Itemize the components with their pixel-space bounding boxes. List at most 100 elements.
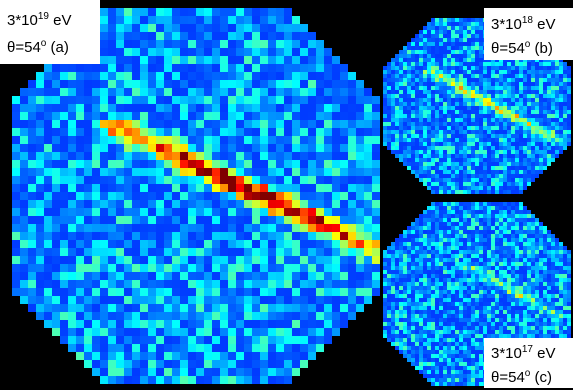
pixel — [439, 318, 443, 322]
pixel — [196, 192, 204, 200]
pixel — [523, 278, 527, 282]
pixel — [36, 176, 44, 184]
pixel — [471, 70, 475, 74]
pixel — [220, 288, 228, 296]
pixel — [483, 118, 487, 122]
pixel — [76, 264, 84, 272]
pixel — [495, 174, 499, 178]
pixel — [455, 218, 459, 222]
pixel — [539, 78, 543, 82]
pixel — [403, 278, 407, 282]
pixel — [499, 162, 503, 166]
pixel — [555, 294, 559, 298]
pixel — [463, 186, 467, 190]
pixel — [427, 182, 431, 186]
pixel — [459, 226, 463, 230]
pixel — [92, 352, 100, 360]
pixel — [495, 130, 499, 134]
pixel — [92, 280, 100, 288]
pixel — [471, 114, 475, 118]
pixel — [423, 314, 427, 318]
pixel — [148, 272, 156, 280]
pixel — [459, 258, 463, 262]
pixel — [495, 306, 499, 310]
pixel — [164, 192, 172, 200]
pixel — [403, 134, 407, 138]
pixel — [539, 266, 543, 270]
pixel — [116, 96, 124, 104]
pixel — [431, 170, 435, 174]
pixel — [228, 264, 236, 272]
pixel — [148, 264, 156, 272]
pixel — [483, 246, 487, 250]
pixel — [523, 286, 527, 290]
pixel — [427, 246, 431, 250]
pixel — [387, 122, 391, 126]
pixel — [403, 50, 407, 54]
pixel — [116, 144, 124, 152]
pixel — [531, 290, 535, 294]
pixel — [252, 176, 260, 184]
pixel — [463, 314, 467, 318]
pixel — [443, 306, 447, 310]
pixel — [527, 78, 531, 82]
pixel — [423, 318, 427, 322]
pixel — [44, 136, 52, 144]
pixel — [491, 158, 495, 162]
pixel — [547, 306, 551, 310]
pixel — [519, 186, 523, 190]
pixel — [559, 106, 563, 110]
pixel — [180, 176, 188, 184]
pixel — [527, 154, 531, 158]
pixel — [411, 226, 415, 230]
pixel — [52, 112, 60, 120]
pixel — [435, 298, 439, 302]
pixel — [204, 160, 212, 168]
pixel — [124, 240, 132, 248]
pixel — [52, 280, 60, 288]
pixel — [455, 326, 459, 330]
pixel — [100, 376, 108, 384]
pixel — [451, 254, 455, 258]
pixel — [132, 120, 140, 128]
pixel — [260, 200, 268, 208]
pixel — [284, 24, 292, 32]
pixel — [260, 24, 268, 32]
pixel — [387, 130, 391, 134]
pixel — [479, 114, 483, 118]
pixel — [507, 298, 511, 302]
pixel — [495, 114, 499, 118]
pixel — [407, 162, 411, 166]
pixel — [475, 226, 479, 230]
pixel — [188, 248, 196, 256]
pixel — [236, 88, 244, 96]
pixel — [491, 74, 495, 78]
pixel — [60, 328, 68, 336]
pixel — [236, 120, 244, 128]
pixel — [415, 38, 419, 42]
pixel — [84, 232, 92, 240]
pixel — [415, 46, 419, 50]
pixel — [547, 242, 551, 246]
pixel — [519, 78, 523, 82]
pixel — [244, 296, 252, 304]
pixel — [308, 224, 316, 232]
pixel — [220, 88, 228, 96]
pixel — [415, 98, 419, 102]
pixel — [252, 320, 260, 328]
pixel — [511, 238, 515, 242]
pixel — [471, 286, 475, 290]
pixel — [459, 246, 463, 250]
pixel — [180, 344, 188, 352]
pixel — [527, 174, 531, 178]
pixel — [300, 320, 308, 328]
pixel — [244, 224, 252, 232]
pixel — [403, 82, 407, 86]
pixel — [479, 166, 483, 170]
pixel — [204, 216, 212, 224]
pixel — [124, 352, 132, 360]
pixel — [28, 112, 36, 120]
pixel — [507, 262, 511, 266]
pixel — [423, 162, 427, 166]
pixel — [459, 218, 463, 222]
